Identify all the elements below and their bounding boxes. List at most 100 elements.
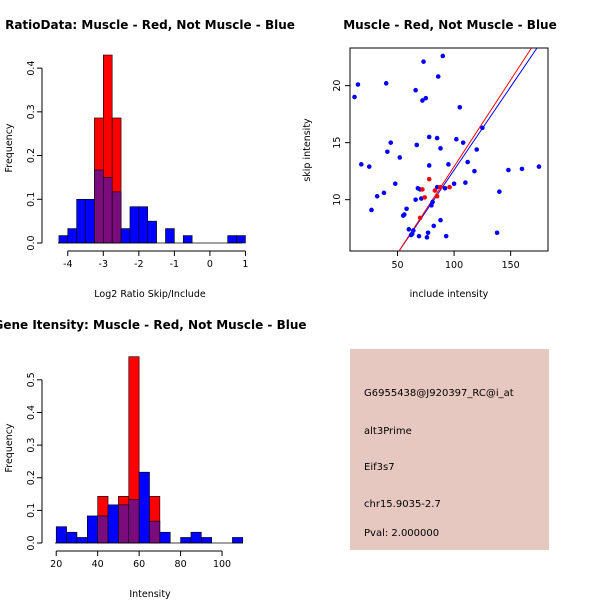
ratio-hist-x-tick-label: 1 — [242, 259, 248, 270]
ratio-histogram-title: RatioData: Muscle - Red, Not Muscle - Bl… — [5, 18, 295, 32]
scatter-blue-point — [359, 162, 364, 167]
ratio-hist-y-tick-label: 0.4 — [26, 61, 37, 76]
intensity-hist-blue-bar — [232, 537, 244, 544]
ratio-hist-blue-bar — [147, 220, 157, 244]
scatter-blue-point — [442, 185, 448, 191]
scatter-blue-point — [434, 135, 440, 141]
ratio-hist-y-tick-label: 0.1 — [26, 192, 37, 207]
ratio-hist-x-tick-label: -4 — [63, 259, 72, 270]
scatter-blue-point — [392, 181, 398, 187]
info-location: chr15.9035-2.7 — [364, 499, 441, 510]
intensity-hist-x-tick-label: 100 — [213, 559, 231, 570]
scatter-blue-point — [413, 197, 418, 202]
scatter-blue-point — [494, 230, 500, 236]
scatter-blue-point — [424, 235, 430, 240]
scatter-blue-point — [446, 162, 451, 167]
ratio-hist-blue-bar — [138, 206, 149, 244]
ratio-histogram-xlabel: Log2 Ratio Skip/Include — [94, 289, 206, 300]
intensity-hist-y-tick-label: 0.1 — [26, 503, 37, 518]
scatter-blue-point — [426, 163, 432, 168]
scatter-x-tick-label: 50 — [391, 260, 403, 271]
ratio-hist-blue-bar — [129, 206, 140, 244]
ratio-hist-blue-bar — [76, 198, 86, 244]
intensity-hist-blue-bar — [201, 537, 212, 544]
scatter-y-tick-label: 10 — [332, 194, 343, 206]
intensity-hist-x-tick-label: 60 — [133, 559, 145, 570]
scatter-red-regression-line — [398, 47, 532, 252]
intensity-hist-blue-bar — [107, 504, 119, 544]
ratio-hist-y-tick-label: 0.3 — [26, 104, 37, 119]
intensity-hist-blue-bar — [76, 537, 88, 544]
scatter-blue-point — [421, 59, 426, 64]
ratio-hist-blue-bar — [227, 235, 237, 244]
ratio-hist-blue-bar — [94, 169, 104, 244]
scatter-title: Muscle - Red, Not Muscle - Blue — [343, 18, 557, 32]
scatter-blue-point — [413, 87, 418, 93]
scatter-blue-point — [383, 81, 389, 86]
scatter-blue-point — [435, 74, 441, 79]
scatter-blue-regression-line — [398, 47, 538, 252]
ratio-hist-blue-bar — [111, 191, 122, 244]
scatter-blue-point — [402, 212, 407, 217]
scatter-y-tick-label: 20 — [332, 80, 343, 92]
ratio-hist-blue-bar — [120, 228, 131, 244]
intensity-hist-y-tick-label: 0.4 — [26, 405, 37, 420]
scatter-ylabel: skip intensity — [302, 118, 313, 182]
intensity-histogram-panel: Gene Itensity: Muscle - Red, Not Muscle … — [0, 318, 307, 600]
scatter-blue-point — [423, 95, 429, 101]
scatter-blue-point — [430, 199, 435, 205]
scatter-blue-point — [497, 189, 502, 194]
scatter-blue-point — [404, 206, 409, 212]
intensity-hist-y-tick-label: 0.0 — [26, 535, 37, 550]
intensity-histogram-ylabel: Frequency — [4, 423, 15, 472]
scatter-blue-point — [366, 164, 372, 169]
intensity-hist-y-tick-label: 0.2 — [26, 470, 37, 485]
scatter-xlabel: include intensity — [410, 289, 489, 300]
scatter-red-point — [434, 193, 440, 199]
info-panel-background — [350, 349, 549, 550]
intensity-histogram-bars — [55, 356, 244, 544]
intensity-hist-y-tick-label: 0.3 — [26, 438, 37, 453]
scatter-blue-point — [506, 167, 511, 173]
intensity-hist-blue-bar — [159, 531, 171, 544]
ratio-histogram-bars — [58, 54, 246, 244]
scatter-blue-point — [397, 155, 403, 160]
scatter-blue-point — [457, 105, 463, 110]
scatter-blue-point — [443, 233, 449, 239]
scatter-red-point — [417, 215, 423, 221]
ratio-histogram-ylabel: Frequency — [4, 123, 15, 172]
info-gene: Eif3s7 — [364, 462, 395, 473]
scatter-blue-point — [472, 168, 477, 174]
intensity-hist-x-tick-label: 80 — [175, 559, 187, 570]
intensity-histogram-axes: 20 40 60 80 100 0.0 0.1 0.2 0.3 0.4 0.5 — [26, 372, 243, 570]
scatter-blue-point — [420, 98, 425, 103]
ratio-hist-x-tick-label: -1 — [170, 259, 179, 270]
scatter-blue-point — [388, 140, 394, 145]
scatter-blue-point — [425, 230, 431, 236]
scatter-red-point — [447, 184, 452, 190]
intensity-hist-blue-bar — [190, 531, 202, 544]
scatter-blue-point — [440, 53, 446, 59]
scatter-x-tick-label: 150 — [502, 260, 520, 271]
ratio-hist-blue-bar — [58, 235, 69, 244]
ratio-hist-y-tick-label: 0.0 — [26, 235, 37, 250]
scatter-blue-point — [374, 193, 380, 199]
scatter-blue-point — [406, 227, 412, 232]
scatter-blue-point — [438, 217, 443, 223]
intensity-hist-blue-bar — [138, 471, 150, 544]
scatter-red-point — [420, 187, 425, 192]
scatter-blue-point — [474, 147, 480, 152]
intensity-hist-blue-bar — [180, 537, 192, 544]
scatter-red-point — [432, 188, 438, 193]
intensity-hist-blue-bar — [87, 515, 98, 544]
info-probe-id: G6955438@J920397_RC@i_at — [364, 388, 514, 399]
scatter-blue-point — [355, 82, 361, 87]
intensity-hist-blue-bar — [149, 520, 161, 544]
scatter-red-point — [422, 195, 427, 200]
scatter-blue-point — [536, 164, 542, 169]
ratio-hist-blue-bar — [236, 235, 246, 244]
intensity-hist-x-tick-label: 20 — [50, 559, 62, 570]
ratio-hist-blue-bar — [85, 198, 95, 244]
scatter-blue-point — [369, 207, 374, 213]
